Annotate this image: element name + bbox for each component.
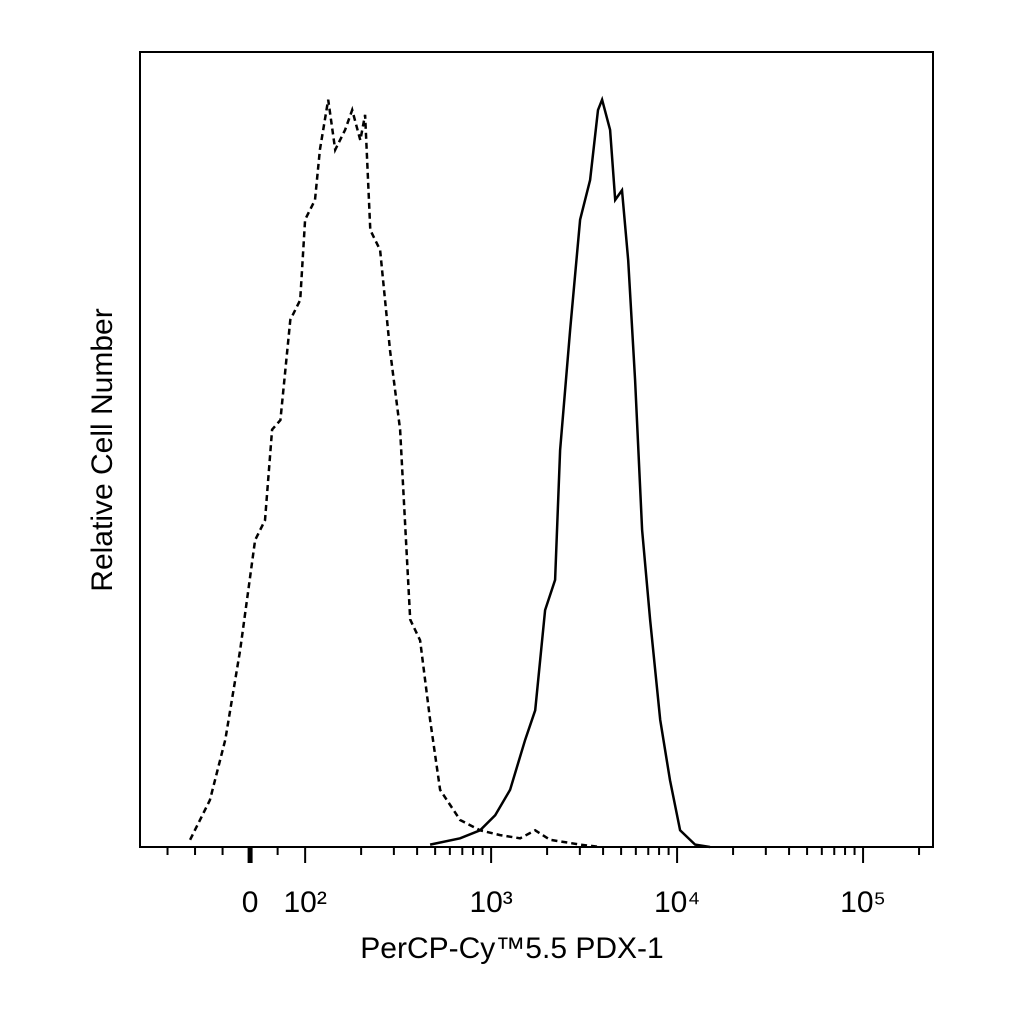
plot-frame <box>139 51 934 848</box>
x-tick-label: 10⁴ <box>654 886 700 919</box>
x-axis-label: PerCP-Cy™5.5 PDX-1 <box>360 932 663 965</box>
histogram-line <box>429 95 711 849</box>
x-tick-label: 10⁵ <box>840 886 886 919</box>
y-axis-label: Relative Cell Number <box>86 308 119 591</box>
x-tick-label: 0 <box>242 886 259 919</box>
x-tick-label: 10³ <box>469 886 512 919</box>
histogram-line <box>188 99 601 849</box>
x-tick-label: 10² <box>283 886 326 919</box>
